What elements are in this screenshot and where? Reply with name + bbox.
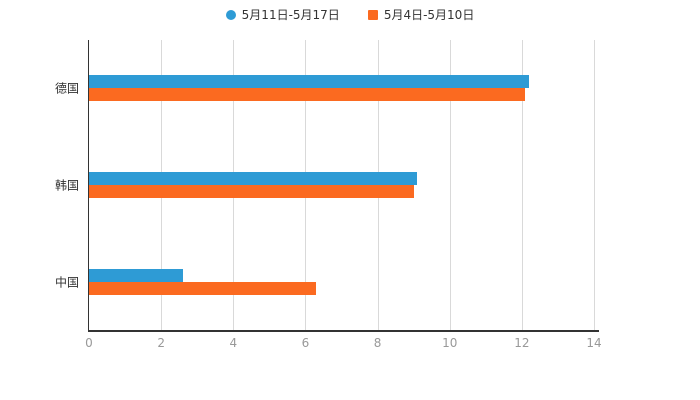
x-tick-label-6: 6 — [301, 336, 310, 350]
bar-series1-德国[interactable] — [89, 88, 526, 102]
x-tick-label-10: 10 — [442, 336, 458, 350]
legend-label-may11-17: 5月11日-5月17日 — [241, 8, 340, 22]
x-tick-label-8: 8 — [373, 336, 382, 350]
legend-item-may11-17[interactable]: 5月11日-5月17日 — [225, 6, 340, 23]
gridline-x-12 — [521, 40, 523, 330]
gridline-x-14 — [594, 40, 595, 330]
bar-series0-中国[interactable] — [89, 268, 183, 282]
legend-label-may4-10: 5月4日-5月10日 — [383, 8, 475, 22]
x-tick-label-2: 2 — [157, 336, 165, 350]
bar-series1-韩国[interactable] — [89, 185, 414, 198]
x-tick-label-4: 4 — [229, 336, 238, 350]
y-category-label-0: 德国 — [54, 81, 79, 96]
bar-series1-中国[interactable] — [89, 281, 317, 295]
y-category-label-1: 韩国 — [54, 178, 79, 193]
legend-item-may4-10[interactable]: 5月4日-5月10日 — [367, 6, 475, 23]
gridline-x-10 — [449, 40, 451, 330]
plot-area: 0 2 4 6 8 10 12 14 德国韩国中国 — [55, 40, 602, 350]
bar-series0-德国[interactable] — [89, 75, 530, 89]
chart-legend: 5月11日-5月17日 5月4日-5月10日 — [0, 6, 700, 23]
bar-series0-韩国[interactable] — [89, 172, 418, 185]
x-tick-label-14: 14 — [586, 336, 602, 350]
legend-marker-blue-circle-icon — [225, 9, 236, 20]
x-tick-label-12: 12 — [514, 336, 530, 350]
y-category-label-2: 中国 — [54, 275, 79, 290]
legend-marker-orange-square-icon — [367, 9, 378, 20]
x-tick-label-0: 0 — [85, 336, 93, 350]
